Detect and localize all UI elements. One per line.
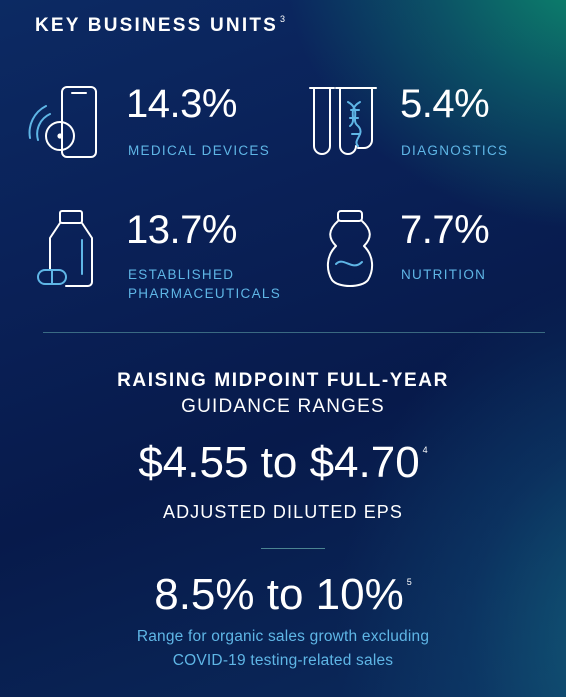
medical-device-icon — [28, 86, 97, 158]
guidance-title: RAISING MIDPOINT FULL-YEAR — [117, 370, 449, 391]
diagnostics-label: DIAGNOSTICS — [401, 143, 509, 158]
section-title-footnote: 3 — [280, 14, 286, 24]
nutrition-label: NUTRITION — [401, 267, 487, 282]
section-title-text: KEY BUSINESS UNITS — [35, 15, 279, 36]
established-pharmaceuticals-percent: 13.7% — [126, 208, 237, 252]
section-title: KEY BUSINESS UNITS 3 — [35, 14, 285, 37]
eps-value: $4.55 to $4.70 4 — [0, 438, 566, 488]
established-pharmaceuticals-label-line1: ESTABLISHED — [128, 267, 235, 282]
growth-note-line1: Range for organic sales growth excluding — [136, 628, 430, 645]
eps-footnote: 4 — [422, 445, 428, 455]
medical-devices-percent: 14.3% — [126, 82, 237, 126]
medical-devices-label: MEDICAL DEVICES — [128, 143, 271, 158]
growth-footnote: 5 — [406, 577, 412, 587]
diagnostics-percent: 5.4% — [400, 82, 490, 126]
test-tube-dna-icon — [309, 87, 377, 155]
established-pharmaceuticals-label-line2: PHARMACEUTICALS — [128, 286, 282, 301]
guidance-divider — [261, 548, 325, 549]
growth-note-line2: COVID-19 testing-related sales — [172, 652, 394, 669]
section-divider — [43, 332, 545, 333]
nutrition-percent: 7.7% — [400, 208, 490, 252]
nutrition-bottle-icon — [326, 210, 374, 287]
growth-value-text: 8.5% to 10% — [154, 570, 404, 619]
growth-value: 8.5% to 10% 5 — [0, 570, 566, 620]
eps-label: ADJUSTED DILUTED EPS — [162, 502, 404, 522]
medicine-bottle-icon — [37, 210, 93, 287]
guidance-subtitle: GUIDANCE RANGES — [181, 396, 385, 417]
eps-value-text: $4.55 to $4.70 — [138, 438, 420, 487]
